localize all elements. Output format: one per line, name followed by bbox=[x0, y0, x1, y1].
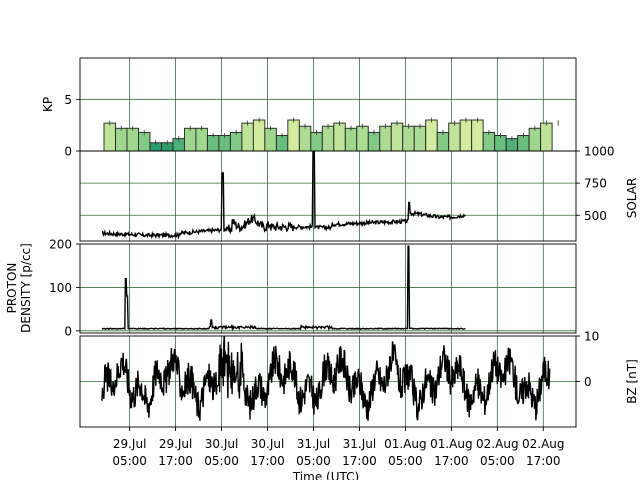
x-tick-label: 17:00 bbox=[342, 454, 377, 468]
kp-bar bbox=[333, 122, 346, 151]
series-line bbox=[101, 151, 466, 240]
panel-frame bbox=[79, 150, 577, 242]
x-tick-label: 17:00 bbox=[526, 454, 561, 468]
kp-bar bbox=[264, 127, 277, 151]
kp-bar bbox=[344, 127, 358, 151]
kp-bar bbox=[310, 131, 323, 151]
kp-bar bbox=[287, 119, 300, 151]
plot-area bbox=[101, 336, 551, 421]
kp-bar bbox=[356, 125, 369, 151]
x-tick-label: 05:00 bbox=[388, 454, 423, 468]
x-tick-label: 01.Aug bbox=[384, 437, 427, 451]
kp-bar bbox=[413, 125, 427, 151]
x-tick-label: 30.Jul bbox=[205, 437, 239, 451]
kp-bar bbox=[402, 125, 415, 151]
y-tick-label: 5 bbox=[64, 93, 72, 107]
kp-bar bbox=[183, 127, 197, 151]
kp-bar bbox=[448, 122, 461, 151]
kp-bar bbox=[252, 119, 266, 151]
series-line bbox=[101, 245, 466, 332]
kp-bar bbox=[126, 127, 139, 151]
kp-bar bbox=[115, 127, 128, 151]
panel-1: 0 5 KP bbox=[41, 57, 577, 159]
x-tick-label: 05:00 bbox=[296, 454, 331, 468]
plot-area bbox=[101, 151, 466, 240]
x-tick-label: 01.Aug bbox=[430, 437, 473, 451]
x-tick-label: 05:00 bbox=[204, 454, 239, 468]
y-axis-label: BZ [nT] bbox=[625, 359, 639, 404]
y-tick-label: 0 bbox=[64, 145, 72, 159]
panel-4: 0 10 BZ [nT] bbox=[79, 330, 639, 428]
y-tick-label: 100 bbox=[49, 281, 72, 295]
plot-area bbox=[101, 245, 466, 332]
x-tick-label: 05:00 bbox=[112, 454, 147, 468]
x-tick-label: 31.Jul bbox=[343, 437, 377, 451]
y-tick-label: 10 bbox=[584, 330, 599, 344]
kp-bar bbox=[436, 131, 450, 151]
x-tick-label: 31.Jul bbox=[297, 437, 331, 451]
kp-bar bbox=[471, 119, 484, 151]
x-tick-label: 02.Aug bbox=[522, 437, 565, 451]
kp-bar bbox=[241, 122, 254, 151]
x-tick-label: 17:00 bbox=[158, 454, 193, 468]
panel-2: 500 750 1000 SOLAR bbox=[79, 145, 639, 242]
y-tick-label: 0 bbox=[584, 375, 592, 389]
x-tick-label: 17:00 bbox=[434, 454, 469, 468]
x-tick-label: 29.Jul bbox=[113, 437, 147, 451]
kp-bar bbox=[367, 131, 381, 151]
kp-bar bbox=[138, 131, 151, 151]
kp-bar bbox=[298, 125, 312, 151]
panel-3: 0 100 200 PROTONDENSITY [p/cc] bbox=[5, 238, 577, 338]
y-tick-label: 200 bbox=[49, 238, 72, 252]
kp-bar bbox=[103, 122, 116, 151]
x-tick-label: 17:00 bbox=[250, 454, 285, 468]
y-tick-label: 1000 bbox=[584, 145, 615, 159]
kp-bar bbox=[390, 122, 404, 151]
kp-bar bbox=[229, 131, 243, 151]
x-tick-label: 30.Jul bbox=[251, 437, 285, 451]
kp-bar bbox=[321, 125, 335, 151]
y-axis-label: SOLAR bbox=[625, 178, 639, 219]
series-line bbox=[101, 336, 551, 421]
y-tick-label: 0 bbox=[64, 324, 72, 338]
plot-area bbox=[103, 117, 559, 151]
kp-bar bbox=[482, 131, 496, 151]
kp-bar bbox=[540, 122, 553, 151]
x-axis-label: Time (UTC) bbox=[292, 470, 359, 480]
y-tick-label: 500 bbox=[584, 209, 607, 223]
x-tick-label: 02.Aug bbox=[476, 437, 519, 451]
kp-bar bbox=[425, 119, 438, 151]
kp-bar bbox=[379, 125, 392, 151]
x-tick-label: 29.Jul bbox=[159, 437, 193, 451]
kp-bar bbox=[459, 119, 473, 151]
y-tick-label: 750 bbox=[584, 177, 607, 191]
panel-frame bbox=[79, 243, 577, 334]
kp-bar bbox=[195, 127, 208, 151]
kp-bar bbox=[528, 127, 542, 151]
x-tick-label: 05:00 bbox=[480, 454, 515, 468]
y-axis-label: KP bbox=[41, 97, 55, 112]
y-axis-label: PROTONDENSITY [p/cc] bbox=[5, 243, 33, 333]
